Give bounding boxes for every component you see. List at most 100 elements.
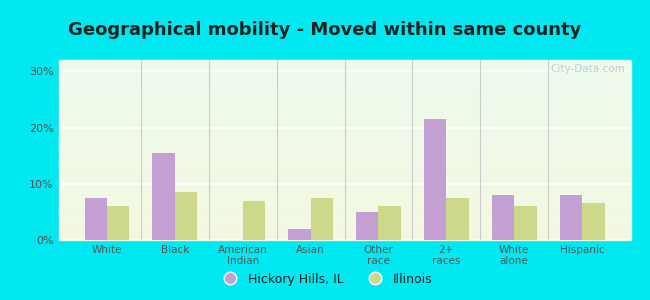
Bar [58, 92, 630, 93]
Bar [58, 187, 630, 188]
Bar [58, 112, 630, 113]
Bar [58, 83, 630, 84]
Bar [58, 91, 630, 92]
Bar [58, 214, 630, 215]
Bar [58, 239, 630, 240]
Bar [58, 105, 630, 106]
Bar [58, 213, 630, 214]
Bar [58, 67, 630, 68]
Bar [58, 73, 630, 74]
Bar [58, 117, 630, 118]
Bar [58, 210, 630, 211]
Bar [58, 175, 630, 176]
Bar [58, 131, 630, 132]
Bar [58, 136, 630, 137]
Bar [58, 102, 630, 103]
Bar [58, 209, 630, 210]
Bar [58, 142, 630, 143]
Bar [58, 225, 630, 226]
Bar [514, 206, 537, 240]
Bar [58, 145, 630, 146]
Bar [58, 183, 630, 184]
Bar [58, 147, 630, 148]
Bar [58, 189, 630, 190]
Bar [58, 205, 630, 206]
Bar [58, 196, 630, 197]
Bar [58, 97, 630, 98]
Bar [311, 198, 333, 240]
Bar [58, 152, 630, 153]
Bar [58, 220, 630, 221]
Bar [58, 61, 630, 62]
Bar [447, 198, 469, 240]
Bar [58, 227, 630, 228]
Bar [58, 204, 630, 205]
Bar [58, 123, 630, 124]
Bar [58, 232, 630, 233]
Bar [58, 169, 630, 170]
Bar [58, 236, 630, 237]
Bar [58, 221, 630, 222]
Bar [582, 203, 604, 240]
Bar [58, 192, 630, 193]
Bar [58, 134, 630, 135]
Bar [58, 202, 630, 203]
Bar [58, 87, 630, 88]
Bar [58, 223, 630, 224]
Bar [58, 235, 630, 236]
Bar [58, 158, 630, 159]
Bar [58, 104, 630, 105]
Bar [58, 165, 630, 166]
Bar [58, 167, 630, 168]
Bar [58, 78, 630, 79]
Bar [175, 192, 197, 240]
Bar [58, 198, 630, 199]
Bar [58, 148, 630, 149]
Bar [58, 111, 630, 112]
Bar [58, 164, 630, 165]
Bar [58, 207, 630, 208]
Bar [242, 201, 265, 240]
Bar [58, 206, 630, 207]
Bar [58, 184, 630, 185]
Bar [58, 130, 630, 131]
Bar [58, 160, 630, 161]
Bar [58, 63, 630, 64]
Bar [58, 85, 630, 86]
Bar [58, 233, 630, 234]
Bar [58, 166, 630, 167]
Bar [58, 173, 630, 174]
Bar [58, 226, 630, 227]
Bar [58, 195, 630, 196]
Bar [58, 94, 630, 95]
Bar [58, 178, 630, 179]
Bar [58, 133, 630, 134]
Bar [58, 153, 630, 154]
Bar [58, 80, 630, 81]
Bar [58, 96, 630, 97]
Bar [58, 128, 630, 129]
Bar [58, 140, 630, 141]
Bar [58, 118, 630, 119]
Bar [356, 212, 378, 240]
Bar [58, 168, 630, 169]
Bar [58, 188, 630, 189]
Bar [58, 172, 630, 173]
Bar [58, 65, 630, 66]
Bar [58, 216, 630, 217]
Bar [84, 198, 107, 240]
Bar [58, 100, 630, 101]
Bar [58, 234, 630, 235]
Bar [58, 135, 630, 136]
Bar [107, 206, 129, 240]
Legend: Hickory Hills, IL, Illinois: Hickory Hills, IL, Illinois [213, 268, 437, 291]
Bar [58, 93, 630, 94]
Bar [58, 132, 630, 133]
Bar [58, 200, 630, 201]
Bar [58, 99, 630, 100]
Bar [58, 79, 630, 80]
Bar [58, 149, 630, 150]
Bar [58, 74, 630, 75]
Bar [58, 107, 630, 108]
Bar [58, 139, 630, 140]
